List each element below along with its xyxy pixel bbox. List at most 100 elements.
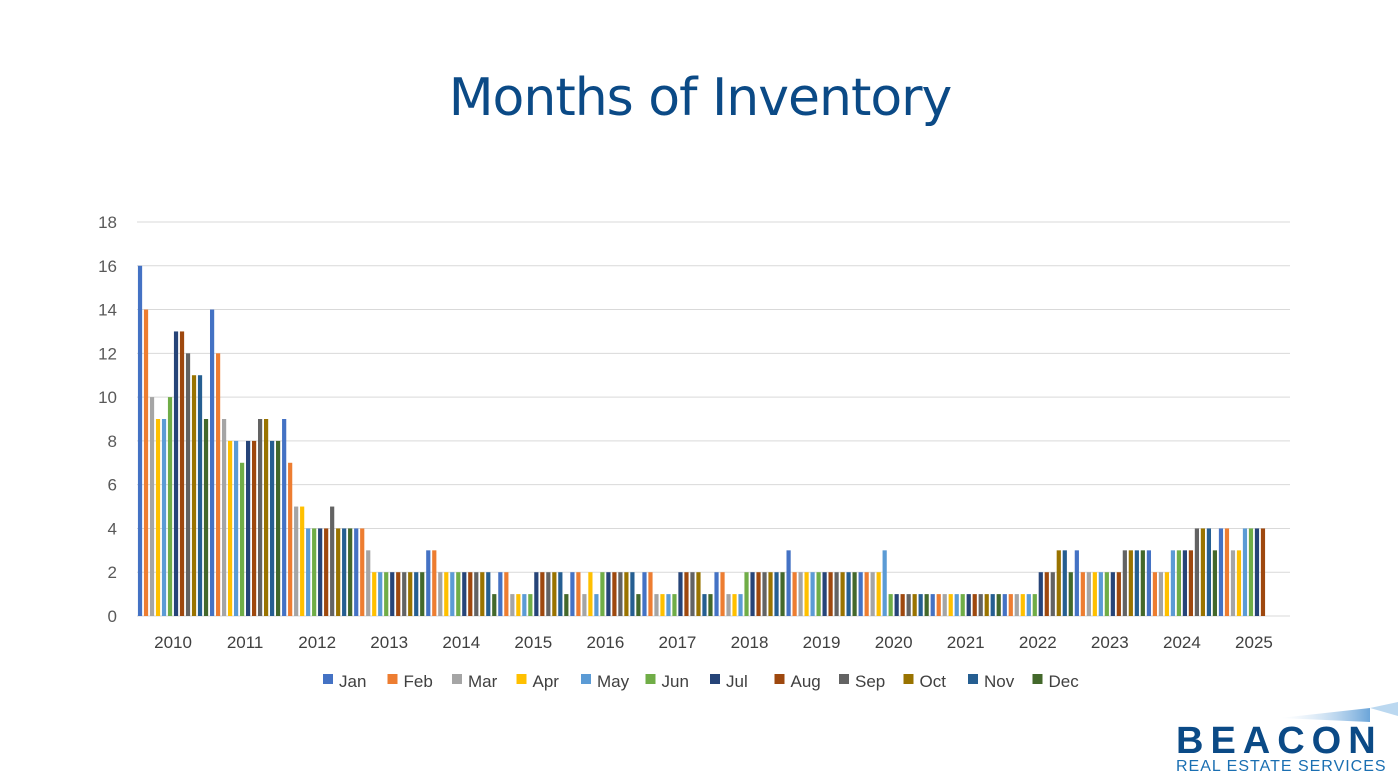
y-tick-label: 18 [98,213,117,232]
legend-swatch-dec [1032,674,1043,684]
bar-mar-2012 [294,506,299,616]
bar-may-2021 [954,594,959,616]
x-tick-label: 2015 [514,633,552,652]
bar-aug-2012 [324,528,329,616]
bar-aug-2017 [684,572,689,616]
y-tick-label: 6 [108,476,117,495]
bar-sep-2022 [1050,572,1055,616]
bar-apr-2015 [516,594,521,616]
bar-jan-2018 [714,572,719,616]
page-title: Months of Inventory [448,68,953,128]
bar-sep-2014 [474,572,479,616]
bar-jul-2019 [822,572,827,616]
y-tick-label: 12 [98,344,117,363]
bar-jan-2020 [858,572,863,616]
y-tick-label: 2 [108,563,117,582]
legend-label-oct: Oct [920,672,947,691]
bar-mar-2021 [942,594,947,616]
x-tick-label: 2025 [1235,633,1273,652]
bar-apr-2023 [1092,572,1097,616]
bar-dec-2017 [708,594,713,616]
x-axis-ticks: 2010 2011 2012 2013 2014 2015 2016 2017 2018 2019… [154,633,1273,652]
bar-feb-2012 [288,462,293,616]
bar-jul-2025 [1254,528,1260,616]
bar-nov-2019 [846,572,851,616]
bar-mar-2020 [870,572,875,616]
bar-dec-2012 [348,528,353,616]
legend-label-nov: Nov [984,672,1015,691]
bar-apr-2018 [732,594,737,616]
bar-apr-2024 [1164,572,1170,616]
legend-swatch-oct [903,674,914,684]
bar-may-2015 [522,594,527,616]
bar-dec-2021 [996,594,1001,616]
legend-swatch-jul [710,674,720,684]
bars [137,265,1266,616]
x-tick-label: 2016 [586,633,624,652]
legend-label-jan: Jan [339,672,366,691]
legend-label-may: May [597,672,630,691]
bar-jul-2017 [678,572,683,616]
bar-jul-2021 [966,594,971,616]
bar-oct-2022 [1056,550,1061,616]
bar-oct-2010 [191,375,197,616]
bar-apr-2016 [588,572,593,616]
bar-aug-2015 [540,572,545,616]
bar-apr-2012 [300,506,305,616]
bar-feb-2020 [864,572,869,616]
bar-jul-2022 [1038,572,1043,616]
bar-jan-2023 [1074,550,1079,616]
bar-feb-2011 [215,353,221,616]
legend-label-aug: Aug [791,672,821,691]
bar-oct-2016 [624,572,629,616]
bar-oct-2021 [984,594,989,616]
bar-jul-2013 [390,572,395,616]
bar-sep-2011 [257,419,263,616]
x-tick-label: 2014 [442,633,480,652]
bar-sep-2021 [978,594,983,616]
bar-oct-2013 [408,572,413,616]
bar-jun-2013 [384,572,389,616]
bar-sep-2016 [618,572,623,616]
beacon-logo: BEACON REAL ESTATE SERVICES [1170,700,1398,781]
bar-mar-2015 [510,594,515,616]
bar-aug-2011 [251,440,257,616]
legend-label-dec: Dec [1049,672,1080,691]
bar-dec-2010 [203,419,209,616]
bar-dec-2023 [1140,550,1145,616]
bar-jan-2019 [786,550,791,616]
bar-oct-2024 [1200,528,1206,616]
bar-aug-2019 [828,572,833,616]
bar-jul-2020 [894,594,899,616]
bar-jul-2023 [1110,572,1115,616]
bar-jan-2017 [642,572,647,616]
bar-aug-2016 [612,572,617,616]
bar-apr-2025 [1236,550,1242,616]
bar-jan-2013 [354,528,359,616]
bar-apr-2020 [876,572,881,616]
bar-feb-2013 [360,528,365,616]
bar-jun-2022 [1032,594,1037,616]
bar-feb-2021 [936,594,941,616]
bar-feb-2016 [576,572,581,616]
bar-dec-2016 [636,594,641,616]
bar-feb-2010 [143,309,149,616]
bar-dec-2014 [492,594,497,616]
bar-jun-2011 [239,462,245,616]
bar-may-2010 [161,419,167,616]
y-axis-ticks: 0 2 4 6 8 10 12 14 16 18 [98,213,117,626]
y-tick-label: 8 [108,432,117,451]
bar-jan-2021 [930,594,935,616]
bar-mar-2013 [366,550,371,616]
bar-may-2023 [1098,572,1103,616]
bar-sep-2023 [1122,550,1127,616]
bar-sep-2010 [185,353,191,616]
bar-jun-2016 [600,572,605,616]
bar-oct-2014 [480,572,485,616]
bar-aug-2010 [179,331,185,616]
bar-may-2013 [378,572,383,616]
bar-jun-2010 [167,397,173,616]
bar-nov-2011 [269,440,275,616]
bar-mar-2018 [726,594,731,616]
bar-jan-2025 [1218,528,1224,616]
